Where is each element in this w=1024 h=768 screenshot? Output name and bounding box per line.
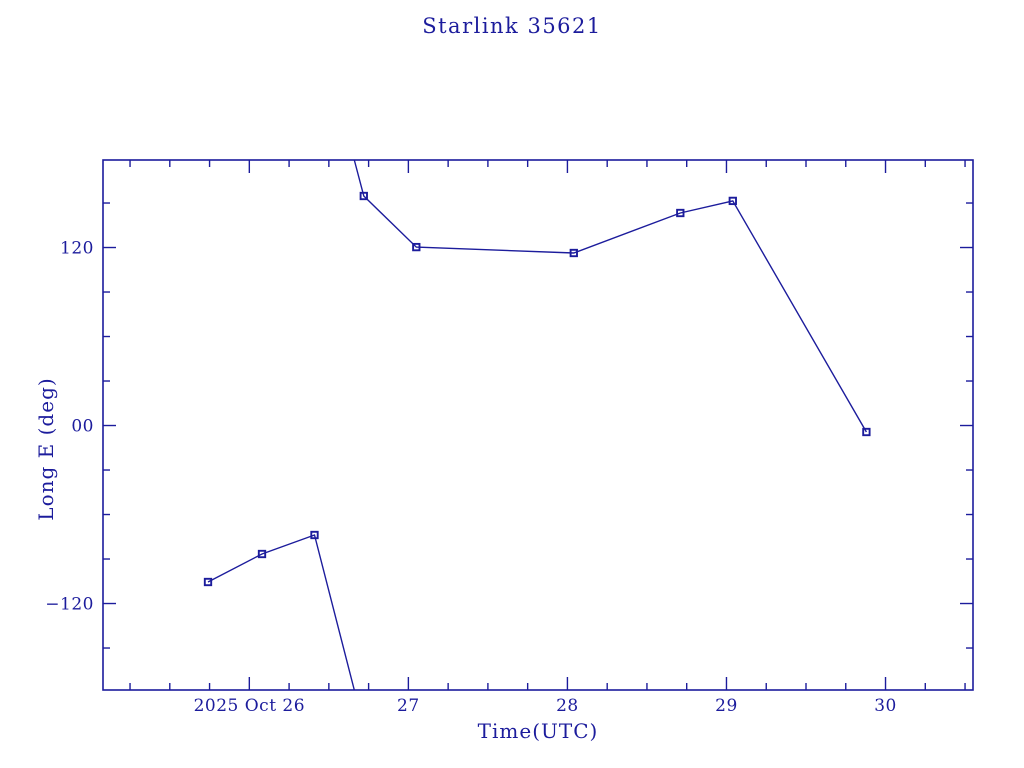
x-tick-label: 29 — [715, 696, 738, 716]
data-point-marker — [569, 248, 578, 258]
data-point-marker — [359, 191, 368, 201]
data-point-marker — [310, 530, 319, 540]
y-tick-label: −120 — [45, 595, 94, 615]
data-point-marker — [412, 242, 421, 252]
data-point-marker — [257, 549, 267, 559]
data-point-marker — [203, 577, 213, 587]
data-point-marker — [862, 427, 871, 437]
y-tick-label: 120 — [60, 239, 94, 259]
x-tick-label: 27 — [397, 696, 420, 716]
y-tick-label: 00 — [71, 417, 94, 437]
data-point-marker — [676, 208, 685, 218]
series-line — [207, 534, 355, 691]
x-tick-label: 30 — [874, 696, 897, 716]
plot-frame — [102, 159, 974, 691]
x-tick-label: 2025 Oct 26 — [194, 696, 306, 716]
x-axis-label: Time(UTC) — [477, 719, 599, 743]
x-tick-label: 28 — [556, 696, 579, 716]
chart-title: Starlink 35621 — [422, 14, 602, 38]
data-point-marker — [728, 196, 737, 206]
series-line — [353, 159, 868, 433]
